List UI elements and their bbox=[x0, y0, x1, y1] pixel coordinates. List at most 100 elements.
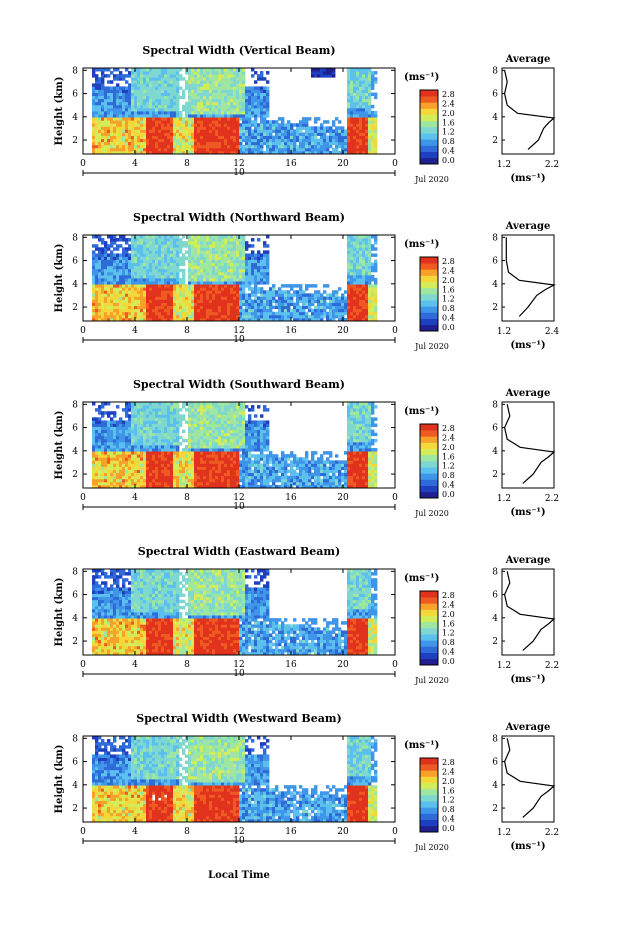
heatmap-cell bbox=[98, 278, 102, 282]
heatmap-cell bbox=[191, 305, 195, 310]
heatmap-cell bbox=[233, 259, 237, 264]
heatmap-cell bbox=[149, 305, 153, 310]
heatmap-cell bbox=[143, 287, 147, 291]
heatmap-cell bbox=[230, 244, 234, 248]
heatmap-cell bbox=[98, 472, 102, 477]
heatmap-cell bbox=[170, 126, 174, 130]
heatmap-cell bbox=[92, 290, 96, 294]
heatmap-cell bbox=[125, 466, 129, 470]
heatmap-cell bbox=[242, 129, 246, 133]
heatmap-cell bbox=[224, 293, 228, 297]
heatmap-cell bbox=[230, 71, 234, 75]
heatmap-cell bbox=[152, 408, 156, 412]
heatmap-cell bbox=[167, 274, 171, 279]
heatmap-cell bbox=[101, 80, 105, 84]
heatmap-cell bbox=[341, 308, 345, 313]
heatmap-cell bbox=[95, 469, 99, 474]
heatmap-cell bbox=[365, 86, 369, 90]
heatmap-cell bbox=[356, 147, 360, 152]
heatmap-cell bbox=[182, 92, 186, 97]
heatmap-cell bbox=[152, 77, 156, 81]
heatmap-cell bbox=[272, 141, 276, 146]
heatmap-cell bbox=[281, 117, 285, 121]
heatmap-cell bbox=[260, 302, 264, 307]
heatmap-cell bbox=[221, 314, 225, 319]
heatmap-cell bbox=[299, 144, 303, 149]
heatmap-cell bbox=[251, 262, 255, 267]
heatmap-cell bbox=[245, 253, 249, 257]
heatmap-cell bbox=[170, 256, 174, 260]
heatmap-cell bbox=[155, 438, 159, 443]
heatmap-cell bbox=[323, 126, 327, 130]
heatmap-cell bbox=[146, 417, 150, 421]
heatmap-cell bbox=[350, 138, 354, 143]
heatmap-cell bbox=[122, 451, 126, 455]
heatmap-cell bbox=[260, 308, 264, 313]
heatmap-cell bbox=[179, 302, 183, 307]
heatmap-cell bbox=[119, 71, 123, 75]
heatmap-cell bbox=[365, 235, 369, 239]
heatmap-cell bbox=[179, 144, 183, 149]
heatmap-cell bbox=[167, 150, 171, 155]
heatmap-cell bbox=[326, 314, 330, 319]
heatmap-cell bbox=[230, 278, 234, 282]
heatmap-cell bbox=[251, 265, 255, 270]
heatmap-cell bbox=[176, 238, 180, 242]
heatmap-cell bbox=[155, 481, 159, 486]
heatmap-cell bbox=[263, 135, 267, 140]
heatmap-cell bbox=[356, 68, 360, 72]
heatmap-cell bbox=[254, 144, 258, 149]
heatmap-cell bbox=[344, 302, 348, 307]
heatmap-cell bbox=[92, 144, 96, 149]
x-tick-label: 0 bbox=[80, 159, 86, 169]
heatmap-cell bbox=[326, 284, 330, 288]
heatmap-cell bbox=[98, 129, 102, 133]
heatmap-cell bbox=[188, 311, 192, 316]
heatmap-cell bbox=[296, 132, 300, 136]
heatmap-cell bbox=[356, 89, 360, 93]
colorbar-swatch bbox=[420, 120, 438, 128]
heatmap-cell bbox=[221, 135, 225, 140]
heatmap-cell bbox=[158, 259, 162, 264]
heatmap-cell bbox=[242, 132, 246, 136]
heatmap-cell bbox=[182, 126, 186, 130]
heatmap-cell bbox=[368, 262, 372, 267]
heatmap-cell bbox=[140, 71, 144, 75]
heatmap-cell bbox=[152, 478, 156, 483]
heatmap-cell bbox=[296, 150, 300, 155]
heatmap-cell bbox=[107, 448, 111, 452]
heatmap-cell bbox=[227, 89, 231, 93]
heatmap-cell bbox=[326, 317, 330, 322]
heatmap-cell bbox=[233, 247, 237, 251]
heatmap-cell bbox=[329, 308, 333, 313]
heatmap-cell bbox=[239, 250, 243, 254]
heatmap-cell bbox=[311, 126, 315, 130]
heatmap-cell bbox=[167, 299, 171, 303]
heatmap-cell bbox=[200, 111, 204, 115]
heatmap-cell bbox=[95, 86, 99, 90]
heatmap-cell bbox=[341, 147, 345, 152]
heatmap-cell bbox=[194, 111, 198, 115]
heatmap-cell bbox=[290, 144, 294, 149]
heatmap-cell bbox=[278, 150, 282, 155]
heatmap-cell bbox=[293, 138, 297, 143]
heatmap-cell bbox=[125, 104, 129, 109]
heatmap-cell bbox=[113, 441, 117, 446]
heatmap-cell bbox=[275, 311, 279, 316]
heatmap-cell bbox=[134, 89, 138, 93]
heatmap-cell bbox=[263, 150, 267, 155]
heatmap-cell bbox=[236, 86, 240, 90]
heatmap-cell bbox=[140, 302, 144, 307]
heatmap-cell bbox=[263, 302, 267, 307]
heatmap-cell bbox=[194, 311, 198, 316]
heatmap-cell bbox=[113, 98, 117, 103]
heatmap-cell bbox=[134, 141, 138, 146]
heatmap-cell bbox=[206, 77, 210, 81]
heatmap-cell bbox=[140, 111, 144, 115]
heatmap-cell bbox=[365, 135, 369, 140]
heatmap-cell bbox=[122, 101, 126, 106]
heatmap-cell bbox=[338, 129, 342, 133]
heatmap-cell bbox=[248, 293, 252, 297]
heatmap-cell bbox=[227, 68, 231, 72]
heatmap-cell bbox=[305, 284, 309, 288]
